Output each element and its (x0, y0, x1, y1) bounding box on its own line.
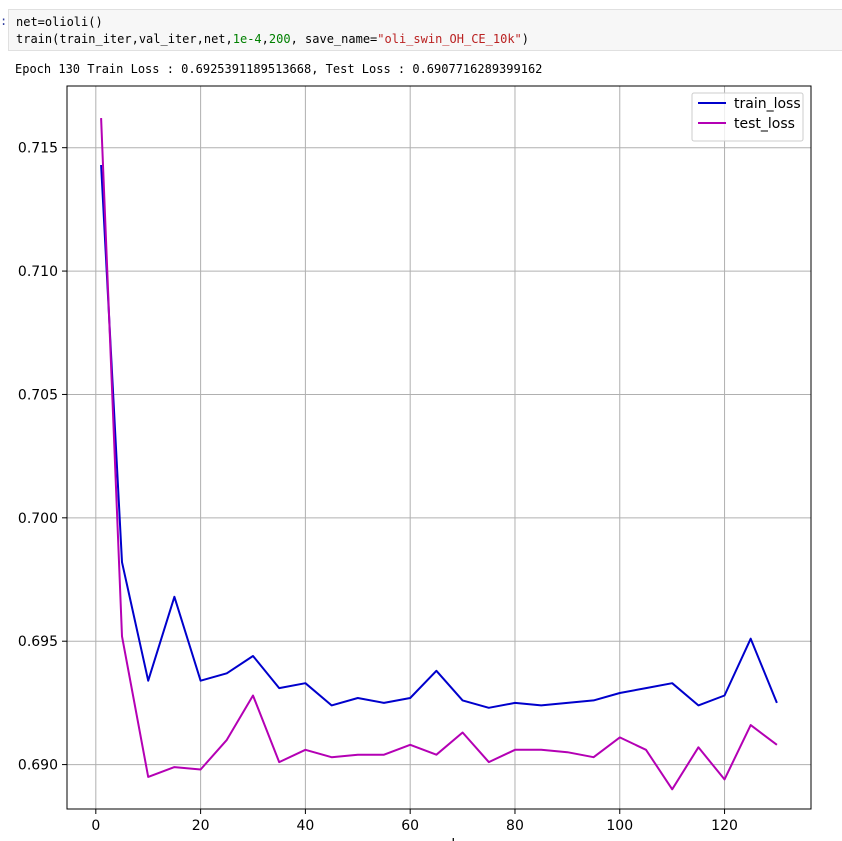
train_loss-line (100, 164, 778, 709)
axes-frame (66, 85, 812, 810)
legend: train_loss test_loss (691, 92, 804, 142)
y-tick-label: 0.700 (18, 511, 58, 527)
x-axis-label: epoch (418, 837, 461, 841)
chart-lines (100, 118, 778, 791)
y-tick-label: 0.695 (18, 634, 58, 650)
code-number: 1e-4 (232, 32, 262, 46)
y-tick-label: 0.710 (18, 264, 58, 280)
cell-output: Epoch 130 Train Loss : 0.692539118951366… (15, 62, 543, 76)
code-cell[interactable]: net=olioli() train(train_iter,val_iter,n… (8, 9, 842, 51)
legend-label-train_loss: train_loss (734, 96, 801, 112)
code-token: , (261, 32, 269, 46)
y-tick-label: 0.690 (18, 758, 58, 774)
x-tick-label: 20 (192, 818, 210, 834)
legend-box (691, 92, 804, 142)
code-token: train(train_iter,val_iter,net, (16, 32, 233, 46)
x-tick-label: 60 (401, 818, 419, 834)
y-tick-label: 0.705 (18, 387, 58, 403)
code-token: ) (521, 32, 530, 46)
test_loss-line (100, 118, 778, 791)
code-line-2: train(train_iter,val_iter,net,1e-4,200, … (16, 31, 529, 47)
code-line-1: net=olioli() (16, 15, 103, 29)
cell-prompt: : (0, 14, 8, 28)
x-tick-label: 0 (91, 818, 100, 834)
code-number: 200 (268, 32, 291, 46)
code-token: , save_name= (290, 32, 378, 46)
chart-ticks: 0 20 40 60 80 100 120 0.690 0.695 0.700 0.705 0.710… (18, 141, 738, 834)
chart-grid (67, 86, 811, 809)
x-tick-label: 100 (606, 818, 633, 834)
legend-label-test_loss: test_loss (734, 116, 795, 132)
x-tick-label: 120 (711, 818, 738, 834)
x-tick-label: 80 (506, 818, 524, 834)
x-tick-label: 40 (296, 818, 314, 834)
code-string: "oli_swin_OH_CE_10k" (377, 32, 522, 46)
y-tick-label: 0.715 (18, 141, 58, 157)
